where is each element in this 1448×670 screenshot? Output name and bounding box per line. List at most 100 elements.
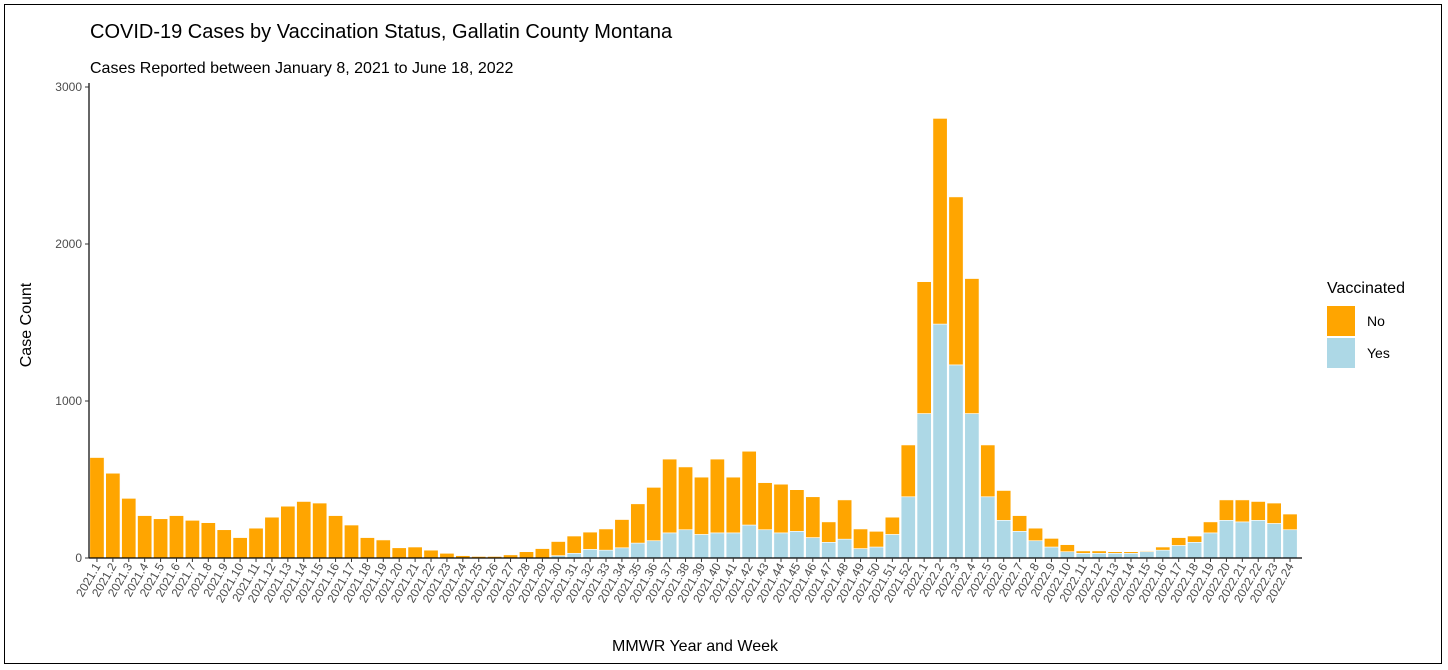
bar-yes-2022.7: [1012, 531, 1028, 559]
chart-title: COVID-19 Cases by Vaccination Status, Ga…: [90, 21, 673, 43]
bar-yes-2021.31: [566, 552, 582, 559]
y-axis: 0 1000 2000 3000: [55, 80, 90, 565]
bar-no-2021.51: [884, 516, 900, 535]
bar-no-2021.15: [312, 502, 328, 559]
x-axis-title: MMWR Year and Week: [612, 638, 779, 655]
bar-no-2021.2: [105, 472, 121, 559]
bar-yes-2021.35: [630, 542, 646, 559]
bar-yes-2022.8: [1028, 540, 1043, 559]
bar-no-2021.3: [121, 498, 137, 559]
bar-no-2021.49: [853, 528, 868, 549]
y-tick-label: 3000: [55, 80, 82, 94]
bar-no-2022.12: [1091, 550, 1107, 554]
bar-no-2021.10: [232, 537, 248, 559]
bar-yes-2022.1: [916, 413, 932, 559]
bar-no-2021.44: [773, 483, 789, 534]
bar-no-2021.8: [200, 522, 216, 559]
bar-no-2022.9: [1043, 538, 1059, 548]
bar-no-2021.38: [678, 466, 694, 531]
bar-no-2021.30: [550, 541, 566, 556]
bar-no-2022.4: [964, 278, 980, 414]
legend-swatch-yes: [1327, 338, 1355, 368]
bar-yes-2021.37: [662, 532, 678, 559]
chart-subtitle: Cases Reported between January 8, 2021 t…: [90, 60, 514, 77]
bar-no-2021.33: [598, 528, 614, 551]
bar-yes-2022.11: [1075, 552, 1091, 559]
bar-yes-2022.12: [1091, 552, 1107, 559]
bar-yes-2021.47: [821, 541, 837, 559]
bar-no-2021.42: [741, 450, 757, 526]
bar-no-2021.39: [693, 476, 709, 535]
bar-no-2021.19: [375, 539, 391, 559]
bar-no-2021.36: [646, 487, 662, 542]
bar-no-2022.5: [980, 444, 996, 498]
bar-yes-2021.36: [646, 540, 662, 559]
bar-yes-2021.45: [789, 531, 805, 559]
bar-no-2022.23: [1266, 502, 1282, 524]
chart-svg: COVID-19 Cases by Vaccination Status, Ga…: [18, 21, 1405, 655]
bar-yes-2021.49: [853, 548, 868, 559]
bar-yes-2022.16: [1155, 549, 1171, 559]
x-axis: 2021.12021.22021.32021.42021.52021.62021…: [73, 557, 1302, 605]
bar-no-2021.43: [757, 482, 773, 531]
bar-no-2021.7: [184, 520, 200, 559]
bar-yes-2021.34: [614, 547, 630, 559]
bar-no-2022.16: [1155, 546, 1171, 551]
bar-no-2021.13: [280, 505, 296, 559]
bar-no-2022.19: [1203, 521, 1218, 534]
bar-yes-2021.40: [709, 532, 725, 559]
bar-no-2021.11: [248, 527, 264, 559]
bar-yes-2022.5: [980, 496, 996, 559]
bar-yes-2021.32: [582, 549, 598, 559]
bars-layer: [89, 118, 1298, 559]
chart-frame: COVID-19 Cases by Vaccination Status, Ga…: [4, 4, 1442, 664]
bar-yes-2021.38: [678, 529, 694, 559]
bar-yes-2021.43: [757, 529, 773, 559]
bar-no-2021.23: [439, 552, 455, 559]
bar-yes-2022.14: [1123, 552, 1139, 559]
bar-no-2022.2: [932, 118, 948, 325]
bar-no-2022.1: [916, 281, 932, 414]
bar-no-2021.20: [391, 547, 407, 559]
bar-no-2021.29: [534, 548, 550, 559]
bar-yes-2022.2: [932, 323, 948, 559]
bar-yes-2022.17: [1171, 545, 1187, 559]
bar-no-2022.3: [948, 196, 964, 366]
bar-no-2021.4: [137, 515, 153, 559]
bar-no-2022.7: [1012, 515, 1028, 532]
bar-yes-2021.48: [837, 538, 853, 559]
bar-yes-2021.52: [900, 496, 916, 559]
bar-yes-2022.21: [1234, 521, 1250, 559]
bar-yes-2022.9: [1043, 546, 1059, 559]
bar-no-2021.1: [89, 457, 105, 559]
bar-yes-2022.10: [1059, 551, 1075, 559]
bar-no-2022.20: [1218, 499, 1234, 521]
bar-no-2021.12: [264, 516, 280, 559]
bar-no-2021.21: [407, 546, 423, 559]
bar-no-2021.16: [328, 515, 344, 559]
bar-no-2021.14: [296, 501, 312, 559]
legend-swatch-no: [1327, 306, 1355, 336]
bar-no-2021.28: [519, 551, 534, 559]
legend-title: Vaccinated: [1327, 280, 1405, 297]
bar-yes-2022.23: [1266, 523, 1282, 559]
bar-yes-2022.24: [1282, 529, 1298, 559]
bar-yes-2022.6: [996, 520, 1012, 559]
bar-yes-2022.13: [1107, 552, 1123, 559]
bar-no-2022.18: [1187, 535, 1203, 543]
bar-no-2022.14: [1123, 551, 1139, 554]
bar-no-2021.18: [359, 537, 375, 559]
bar-no-2021.22: [423, 549, 439, 559]
bar-yes-2022.20: [1218, 520, 1234, 559]
bar-no-2021.32: [582, 531, 598, 550]
bar-yes-2021.50: [868, 546, 884, 559]
y-axis-title: Case Count: [18, 282, 35, 367]
bar-no-2021.50: [868, 531, 884, 548]
bar-no-2021.6: [169, 515, 184, 559]
bar-yes-2022.18: [1187, 541, 1203, 559]
bar-no-2021.9: [216, 529, 232, 559]
bar-no-2021.5: [153, 518, 169, 559]
bar-yes-2021.51: [884, 534, 900, 559]
bar-yes-2022.22: [1250, 520, 1266, 559]
bar-no-2021.41: [725, 476, 741, 534]
